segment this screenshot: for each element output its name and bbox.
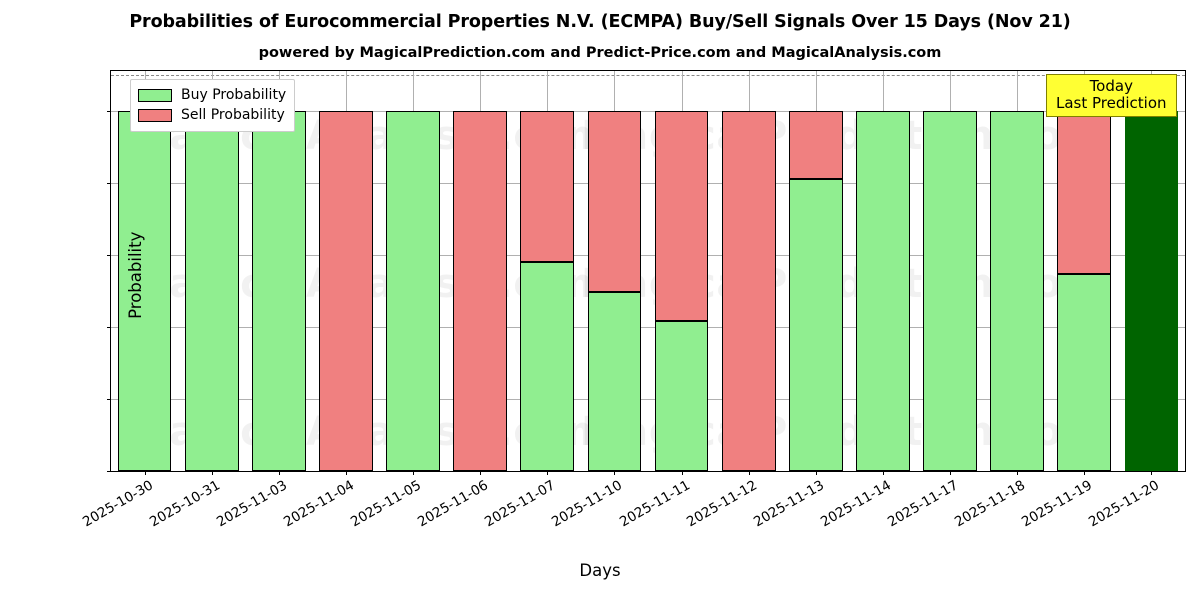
today-annotation-line2: Last Prediction [1056, 94, 1167, 113]
x-tick-mark [480, 471, 482, 475]
legend-item-buy[interactable]: Buy Probability [138, 85, 286, 105]
bar-segment-buy [654, 320, 709, 471]
bar-segment-buy [788, 179, 843, 471]
x-tick-mark [1017, 471, 1019, 475]
chart-subtitle: powered by MagicalPrediction.com and Pre… [258, 45, 942, 61]
gridline-horizontal [111, 182, 1185, 184]
x-tick-mark [278, 471, 280, 475]
bar-column[interactable] [319, 71, 373, 471]
gridline-horizontal [111, 110, 1185, 112]
bar-column[interactable] [923, 71, 977, 471]
bar-segment-buy [990, 110, 1045, 471]
bar-segment-buy [856, 110, 910, 471]
legend-item-sell[interactable]: Sell Probability [138, 105, 286, 125]
x-tick-mark [815, 471, 817, 475]
plot-area: MagicalAnalysis.comMagicalPrediction.com… [80, 70, 1186, 530]
bar-segment-buy [923, 110, 977, 471]
bar-segment-buy [251, 110, 306, 471]
x-tick-mark [144, 471, 146, 475]
today-annotation: Today Last Prediction [1046, 74, 1177, 118]
x-tick-mark [748, 471, 750, 475]
bar-segment-sell [587, 110, 642, 293]
x-axis-label: Days [579, 561, 621, 580]
bar-segment-buy [386, 110, 440, 471]
bar-segment-buy [587, 292, 642, 471]
bar-column[interactable] [1124, 71, 1179, 471]
y-tick-mark [107, 326, 111, 328]
bar-segment-today [1124, 110, 1179, 471]
bar-segment-buy [117, 110, 172, 471]
gridline-top-dashed [111, 74, 1185, 76]
x-tick-mark [211, 471, 213, 475]
x-tick-mark [614, 471, 616, 475]
bar-segment-sell [319, 110, 373, 471]
legend-label-sell: Sell Probability [181, 107, 285, 123]
y-tick-mark [107, 398, 111, 400]
page-title: Probabilities of Eurocommercial Properti… [129, 12, 1071, 32]
chart-legend: Buy Probability Sell Probability [130, 79, 296, 132]
bar-segment-sell [520, 110, 575, 262]
today-annotation-line1: Today [1089, 77, 1133, 95]
bar-segment-sell [654, 110, 709, 321]
bar-column[interactable] [386, 71, 440, 471]
legend-label-buy: Buy Probability [181, 87, 287, 103]
bar-column[interactable] [453, 71, 508, 471]
x-tick-mark [1151, 471, 1153, 475]
y-tick-mark [107, 254, 111, 256]
bar-column[interactable] [990, 71, 1045, 471]
x-tick-mark [882, 471, 884, 475]
bar-column[interactable] [587, 71, 642, 471]
bar-column[interactable] [788, 71, 843, 471]
bar-segment-sell [1057, 110, 1112, 274]
gridline-horizontal [111, 254, 1185, 256]
x-tick-mark [1084, 471, 1086, 475]
bar-segment-buy [1057, 273, 1112, 471]
bar-segment-buy [520, 261, 575, 471]
x-tick-mark [681, 471, 683, 475]
bar-column[interactable] [1057, 71, 1112, 471]
x-tick-mark [950, 471, 952, 475]
x-tick-mark [413, 471, 415, 475]
legend-swatch-buy [138, 88, 172, 102]
bar-segment-buy [184, 110, 239, 471]
y-axis-label: Probability [125, 231, 145, 319]
bar-segment-sell [453, 110, 508, 471]
bar-column[interactable] [117, 71, 172, 471]
gridline-horizontal [111, 398, 1185, 400]
bar-column[interactable] [520, 71, 575, 471]
x-tick-mark [345, 471, 347, 475]
bar-column[interactable] [184, 71, 239, 471]
bar-segment-sell [721, 110, 776, 471]
bar-column[interactable] [251, 71, 306, 471]
y-tick-mark [107, 471, 111, 472]
x-tick-mark [547, 471, 549, 475]
bar-column[interactable] [721, 71, 776, 471]
y-tick-mark [107, 182, 111, 184]
y-tick-mark [107, 110, 111, 112]
legend-swatch-sell [138, 108, 172, 122]
bar-segment-sell [788, 110, 843, 180]
bar-column[interactable] [654, 71, 709, 471]
gridline-horizontal [111, 326, 1185, 328]
bar-column[interactable] [856, 71, 910, 471]
